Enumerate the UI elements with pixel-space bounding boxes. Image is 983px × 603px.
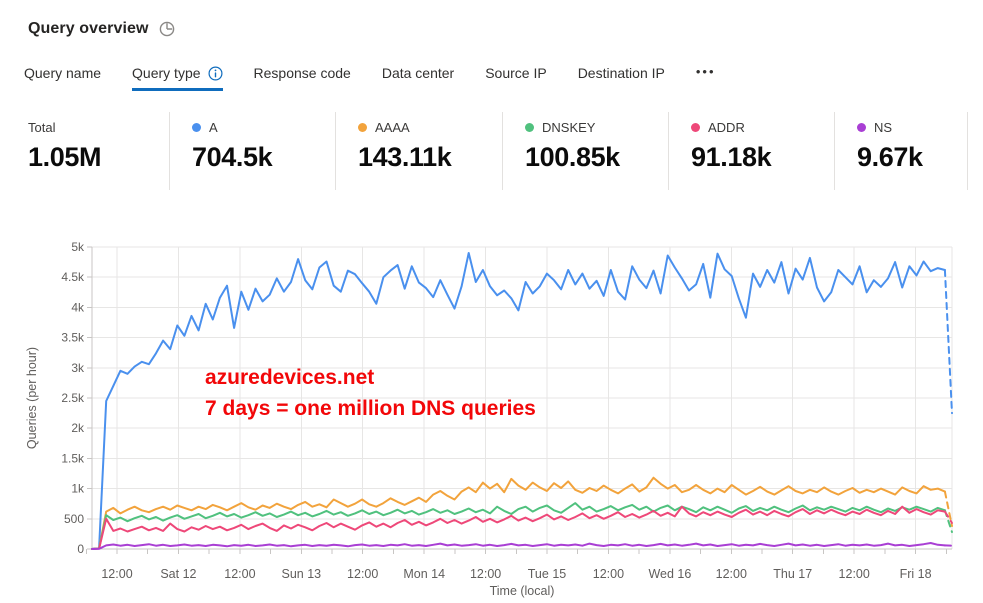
- series-line-A: [91, 252, 946, 550]
- x-tick-label: 12:00: [839, 567, 870, 581]
- stat-a[interactable]: A 704.5k: [170, 112, 336, 190]
- queries-line-chart[interactable]: 0 500 1k 1.5k 2k 2.5k 3k 3.5k 4k 4.5k 5k 12:00 Sat 1…: [0, 228, 983, 603]
- y-tick-label: 3.5k: [61, 331, 85, 345]
- stat-value: 143.11k: [358, 142, 452, 172]
- series-line-AAAA-dashed: [943, 490, 953, 527]
- tab-data-center[interactable]: Data center: [382, 65, 454, 91]
- y-tick-label: 500: [64, 512, 84, 526]
- y-axis-title: Queries (per hour): [25, 347, 39, 449]
- tab-label: Destination IP: [577, 65, 665, 81]
- x-tick-label: 12:00: [224, 567, 255, 581]
- page-title: Query overview: [28, 20, 149, 37]
- legend-dot-addr: [691, 122, 700, 132]
- info-icon[interactable]: [208, 65, 223, 81]
- y-tick-label: 2.5k: [61, 391, 85, 405]
- tab-label: Query type: [132, 65, 201, 81]
- time-range-clock-icon[interactable]: [159, 21, 175, 37]
- annotation-line-1: azuredevices.net: [205, 366, 375, 389]
- legend-dot-ns: [857, 122, 866, 132]
- stats-row: Total 1.05M A 704.5k AAAA 143.11k DNSKEY…: [0, 112, 968, 190]
- tab-label: Response code: [253, 65, 351, 81]
- tab-label: Query name: [24, 65, 102, 81]
- legend-dot-dnskey: [525, 122, 534, 132]
- y-tick-label: 1.5k: [61, 451, 85, 465]
- y-tick-label: 3k: [71, 361, 85, 375]
- legend-label: A: [209, 119, 218, 135]
- x-axis-title: Time (local): [490, 584, 555, 598]
- stat-label: NS: [857, 118, 967, 136]
- stat-label: ADDR: [691, 118, 834, 136]
- x-tick-label: 12:00: [716, 567, 747, 581]
- stat-value: 100.85k: [525, 142, 620, 172]
- tab-source-ip[interactable]: Source IP: [485, 65, 546, 91]
- stat-total: Total 1.05M: [0, 112, 170, 190]
- legend-dot-a: [192, 122, 201, 132]
- tab-label: Source IP: [485, 65, 547, 81]
- stat-label: AAAA: [358, 118, 502, 136]
- x-tick-label: Thu 17: [773, 567, 812, 581]
- stat-value: 1.05M: [28, 142, 102, 172]
- legend-label: AAAA: [375, 119, 410, 135]
- series-line-AAAA: [91, 476, 946, 550]
- y-tick-label: 4k: [71, 300, 85, 314]
- stat-value: 91.18k: [691, 142, 772, 172]
- x-tick-label: Mon 14: [403, 567, 445, 581]
- y-tick-label: 5k: [71, 240, 85, 254]
- legend-label: DNSKEY: [542, 119, 596, 135]
- series-line-NS: [91, 542, 946, 550]
- stat-ns[interactable]: NS 9.67k: [835, 112, 968, 190]
- more-tabs-button[interactable]: •••: [695, 64, 716, 79]
- stat-label: DNSKEY: [525, 118, 668, 136]
- y-tick-label: 0: [77, 542, 84, 556]
- y-tick-label: 1k: [71, 482, 85, 496]
- header: Query overview: [28, 20, 175, 38]
- legend-label: ADDR: [708, 119, 745, 135]
- tab-query-name[interactable]: Query name: [24, 65, 101, 91]
- chart-annotation: azuredevices.net 7 days = one million DN…: [205, 362, 536, 424]
- tab-destination-ip[interactable]: Destination IP: [578, 65, 665, 91]
- x-tick-label: 12:00: [347, 567, 378, 581]
- legend-dot-aaaa: [358, 122, 367, 132]
- stat-label: Total: [28, 119, 56, 135]
- stat-label: A: [192, 118, 335, 136]
- tab-bar: Query name Query type Response code Data…: [24, 64, 716, 91]
- legend-label: NS: [874, 119, 893, 135]
- x-tick-label: Sun 13: [281, 567, 321, 581]
- x-tick-label: Sat 12: [160, 567, 196, 581]
- stat-value: 9.67k: [857, 142, 923, 172]
- tab-query-type[interactable]: Query type: [132, 65, 223, 91]
- stat-addr[interactable]: ADDR 91.18k: [669, 112, 835, 190]
- x-tick-label: 12:00: [593, 567, 624, 581]
- x-tick-label: 12:00: [101, 567, 132, 581]
- stat-dnskey[interactable]: DNSKEY 100.85k: [503, 112, 669, 190]
- series-line-DNSKEY: [91, 502, 946, 550]
- x-tick-label: Wed 16: [648, 567, 691, 581]
- tab-label: Data center: [381, 65, 455, 81]
- tab-response-code[interactable]: Response code: [254, 65, 351, 91]
- annotation-line-2: 7 days = one million DNS queries: [205, 397, 536, 420]
- series-line-ADDR: [91, 505, 946, 550]
- stat-value: 704.5k: [192, 142, 273, 172]
- y-tick-label: 4.5k: [61, 270, 85, 284]
- x-tick-label: Fri 18: [900, 567, 932, 581]
- y-tick-label: 2k: [71, 421, 85, 435]
- series-line-A-dashed: [943, 269, 953, 415]
- x-tick-label: 12:00: [470, 567, 501, 581]
- series-line-ADDR-dashed: [943, 510, 953, 524]
- x-tick-label: Tue 15: [528, 567, 567, 581]
- stat-aaaa[interactable]: AAAA 143.11k: [336, 112, 503, 190]
